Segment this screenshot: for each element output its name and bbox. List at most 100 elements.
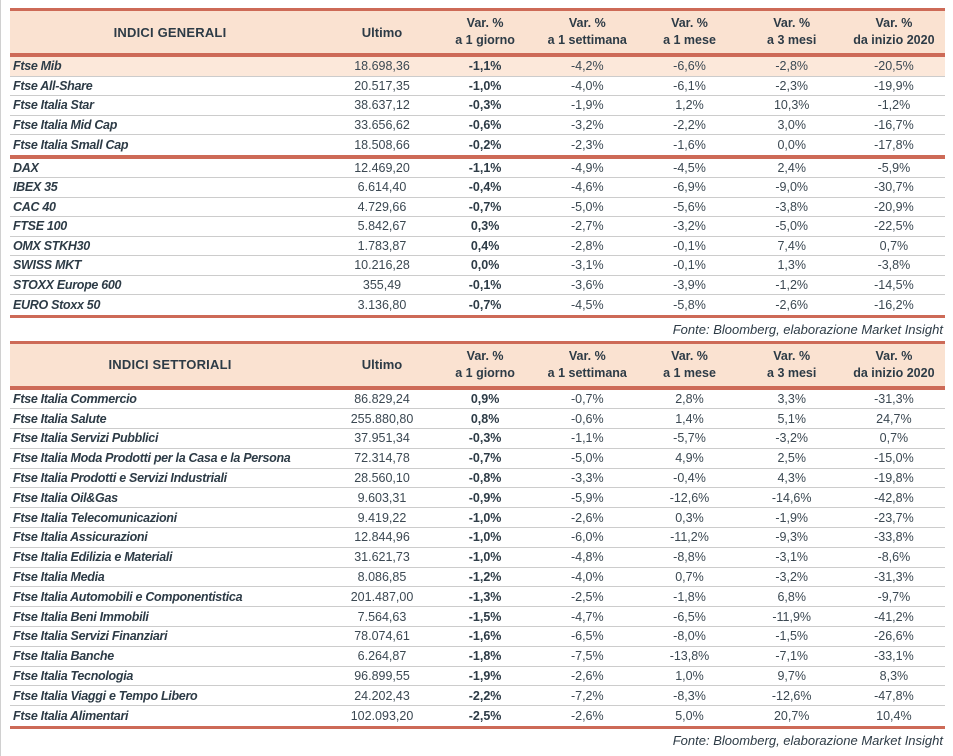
index-name: Ftse Italia Tecnologia: [13, 669, 134, 684]
index-name: Ftse Italia Assicurazioni: [13, 530, 148, 545]
value-ultimo: 201.487,00: [350, 589, 414, 604]
value-m3: -7,1%: [775, 649, 809, 664]
value-d1: -1,3%: [468, 589, 502, 604]
value-w1: -2,5%: [570, 589, 604, 604]
value-ytd: -47,8%: [874, 688, 914, 703]
value-ytd: -22,5%: [874, 219, 914, 234]
value-m3: 7,4%: [777, 238, 806, 253]
value-ultimo: 102.093,20: [350, 709, 414, 724]
index-name: STOXX Europe 600: [13, 277, 122, 292]
value-w1: -5,0%: [570, 199, 604, 214]
table-header: INDICI GENERALI Ultimo Var. % a 1 giorno…: [10, 8, 945, 53]
value-w1: -4,2%: [570, 59, 604, 74]
value-ytd: -19,9%: [874, 78, 914, 93]
value-w1: -4,6%: [570, 180, 604, 195]
value-w1: -2,6%: [570, 510, 604, 525]
value-m3: 3,0%: [777, 117, 806, 132]
value-m1: 0,3%: [675, 510, 704, 525]
value-ytd: 24,7%: [876, 411, 912, 426]
value-ytd: -19,8%: [874, 471, 914, 486]
value-ultimo: 12.844,96: [354, 530, 410, 545]
table-row: DAX 12.469,20 -1,1% -4,9% -4,5% 2,4% -5,9%: [10, 159, 945, 178]
table-row: FTSE 100 5.842,67 0,3% -2,7% -3,2% -5,0% -22,5…: [10, 217, 945, 237]
column-header-var-1d: Var. % a 1 giorno: [434, 11, 536, 53]
value-w1: -4,5%: [570, 297, 604, 312]
value-m3: -9,0%: [775, 180, 809, 195]
value-m1: -8,3%: [673, 688, 706, 703]
value-m3: 6,8%: [777, 589, 806, 604]
value-d1: -0,3%: [468, 431, 502, 446]
var-label: Var. %: [466, 348, 504, 363]
value-ultimo: 6.264,87: [357, 649, 407, 664]
value-ultimo: 355,49: [362, 277, 402, 292]
index-name: Ftse All-Share: [13, 78, 93, 93]
table-row: OMX STKH30 1.783,87 0,4% -2,8% -0,1% 7,4% 0,7%: [10, 237, 945, 256]
value-m3: 0,0%: [777, 137, 806, 152]
value-m3: 3,3%: [777, 391, 806, 406]
value-w1: -4,9%: [570, 160, 604, 175]
value-ytd: -16,7%: [874, 117, 914, 132]
value-m3: -11,9%: [772, 609, 812, 624]
column-header-var-1m: Var. % a 1 mese: [638, 344, 740, 386]
value-w1: -2,8%: [570, 238, 604, 253]
value-ytd: -15,0%: [874, 451, 914, 466]
var-period: a 1 giorno: [455, 33, 515, 47]
index-name: SWISS MKT: [13, 258, 82, 273]
index-name: Ftse Italia Banche: [13, 649, 114, 664]
value-w1: -2,3%: [570, 137, 604, 152]
index-name: Ftse Italia Edilizia e Materiali: [13, 550, 173, 565]
table-row: Ftse Italia Oil&Gas 9.603,31 -0,9% -5,9% -12…: [10, 488, 945, 509]
value-m1: -1,6%: [673, 137, 706, 152]
value-ultimo: 18.508,66: [354, 137, 410, 152]
value-ytd: -9,7%: [877, 589, 911, 604]
table-row: Ftse Italia Assicurazioni 12.844,96 -1,0% -…: [10, 528, 945, 548]
value-ytd: -41,2%: [874, 609, 914, 624]
value-w1: -5,0%: [570, 451, 604, 466]
column-header-ultimo: Ultimo: [361, 24, 403, 40]
column-header-var-ytd: Var. % da inizio 2020: [843, 11, 945, 53]
index-name: Ftse Italia Moda Prodotti per la Casa e …: [13, 451, 291, 466]
source-note: Fonte: Bloomberg, elaborazione Market In…: [672, 733, 943, 749]
value-ultimo: 31.621,73: [354, 550, 410, 565]
value-d1: -0,7%: [468, 451, 502, 466]
value-ytd: -33,8%: [874, 530, 914, 545]
index-name: IBEX 35: [13, 180, 58, 195]
var-label: Var. %: [568, 348, 606, 363]
value-d1: -1,1%: [468, 59, 502, 74]
var-label: Var. %: [671, 348, 708, 363]
table-row: Ftse Italia Servizi Pubblici 37.951,34 -0,…: [10, 429, 945, 449]
value-ultimo: 8.086,85: [357, 570, 407, 585]
value-ytd: -3,8%: [877, 258, 911, 273]
value-m1: 1,2%: [675, 98, 704, 113]
value-w1: -3,2%: [570, 117, 604, 132]
table-row: Ftse Mib 18.698,36 -1,1% -4,2% -6,6% -2,8% -20…: [10, 57, 945, 77]
value-ultimo: 18.698,36: [354, 59, 410, 74]
index-name: Ftse Italia Mid Cap: [13, 117, 118, 132]
value-m3: -1,2%: [775, 277, 809, 292]
index-name: Ftse Italia Servizi Pubblici: [13, 431, 159, 446]
value-ultimo: 255.880,80: [350, 411, 414, 426]
column-header-var-1w: Var. % a 1 settimana: [536, 344, 638, 386]
value-m1: -0,4%: [673, 471, 706, 486]
double-divider: [10, 53, 945, 57]
table-row: Ftse Italia Media 8.086,85 -1,2% -4,0% 0,7% -…: [10, 568, 945, 588]
index-name: EURO Stoxx 50: [13, 297, 101, 312]
value-m3: -3,8%: [775, 199, 809, 214]
table-row: Ftse Italia Alimentari 102.093,20 -2,5% -2,…: [10, 706, 945, 726]
value-w1: -1,1%: [570, 431, 604, 446]
value-ultimo: 6.614,40: [357, 180, 407, 195]
value-m3: 1,3%: [777, 258, 806, 273]
table-row: Ftse Italia Tecnologia 96.899,55 -1,9% -2,6…: [10, 667, 945, 687]
value-ytd: -14,5%: [874, 277, 914, 292]
value-m3: -3,2%: [775, 431, 809, 446]
value-m1: -5,8%: [673, 297, 706, 312]
value-m1: 1,4%: [675, 411, 704, 426]
value-w1: -2,6%: [570, 709, 604, 724]
table-row: Ftse Italia Servizi Finanziari 78.074,61 -…: [10, 627, 945, 647]
table-row: EURO Stoxx 50 3.136,80 -0,7% -4,5% -5,8% -2,6…: [10, 295, 945, 315]
column-header-var-3m: Var. % a 3 mesi: [741, 11, 843, 53]
index-name: Ftse Italia Prodotti e Servizi Industria…: [13, 471, 227, 486]
value-d1: 0,3%: [470, 219, 500, 234]
value-d1: -1,2%: [468, 570, 502, 585]
value-ytd: -20,9%: [874, 199, 914, 214]
